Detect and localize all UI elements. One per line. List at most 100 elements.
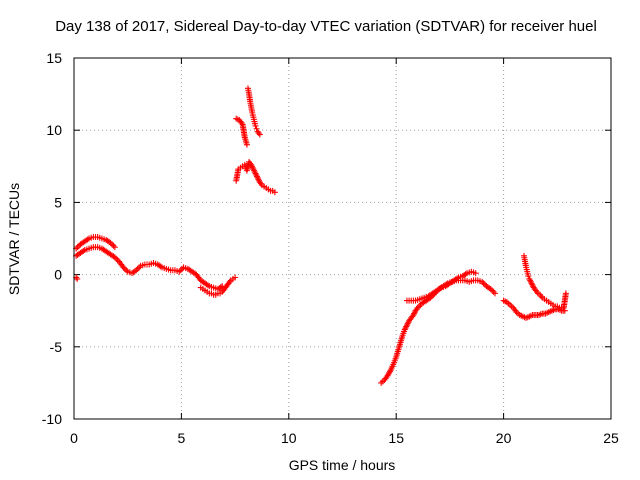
data-point — [401, 326, 408, 333]
data-point-fill — [490, 288, 497, 295]
data-point-fill — [74, 244, 81, 251]
series-arc1-lower — [73, 244, 226, 293]
data-point — [252, 122, 259, 129]
data-point-fill — [179, 265, 186, 272]
data-point-fill — [113, 255, 120, 262]
data-point — [120, 264, 127, 271]
data-point — [492, 290, 499, 297]
data-point-fill — [512, 307, 519, 314]
data-point-fill — [204, 282, 211, 289]
data-point-fill — [436, 285, 443, 292]
data-point-fill — [257, 180, 264, 187]
data-point-fill — [251, 167, 258, 174]
x-tick-label: 5 — [178, 430, 186, 446]
grid — [74, 58, 611, 419]
data-point — [403, 322, 410, 329]
data-point — [252, 170, 259, 177]
data-point-fill — [80, 248, 87, 255]
data-point-fill — [387, 368, 394, 375]
data-point — [256, 131, 263, 138]
data-point — [528, 280, 535, 287]
data-point-fill — [110, 242, 117, 249]
data-point-fill — [533, 288, 540, 295]
data-point-fill — [462, 271, 469, 278]
data-point — [414, 304, 421, 311]
data-point — [243, 141, 250, 148]
x-tick-label: 10 — [281, 430, 297, 446]
data-point-fill — [527, 277, 534, 284]
data-point-fill — [253, 173, 260, 180]
data-point-fill — [529, 281, 536, 288]
y-tick-label: -5 — [50, 339, 63, 355]
data-point — [271, 189, 278, 196]
y-tick-label: 5 — [54, 194, 62, 210]
data-point-fill — [238, 119, 245, 126]
data-point — [107, 239, 114, 246]
y-tick-label: 0 — [54, 267, 62, 283]
axis-ticks — [73, 57, 612, 420]
x-axis-label: GPS time / hours — [289, 457, 396, 473]
data-point-fill — [136, 264, 143, 271]
x-tick-label: 15 — [388, 430, 404, 446]
series-arc3-rise — [378, 277, 499, 386]
data-point-fill — [416, 303, 423, 310]
data-point — [525, 273, 532, 280]
data-point-fill — [134, 265, 141, 272]
data-point-fill — [249, 164, 256, 171]
data-point — [254, 174, 261, 181]
data-points — [73, 85, 569, 386]
data-point — [255, 130, 262, 137]
series-arc3-upper — [403, 268, 479, 304]
data-point-fill — [454, 275, 461, 282]
series-arc2-low — [233, 158, 278, 196]
data-point — [250, 166, 257, 173]
data-point-fill — [123, 267, 130, 274]
y-axis-label: SDTVAR / TECUs — [6, 183, 22, 295]
data-point-fill — [255, 176, 262, 183]
series-arc1-upper — [73, 234, 118, 252]
data-point — [479, 278, 486, 285]
data-point-fill — [251, 169, 258, 176]
data-point — [253, 125, 260, 132]
data-point — [74, 275, 81, 282]
data-point-fill — [527, 278, 534, 285]
data-point-fill — [489, 287, 496, 294]
data-point — [111, 254, 118, 261]
y-tick-labels: -10 -5 0 5 10 15 — [42, 50, 62, 427]
x-tick-label: 20 — [496, 430, 512, 446]
series-arc4-upper — [521, 252, 569, 311]
y-tick-label: 10 — [46, 122, 62, 138]
x-tick-label: 0 — [70, 430, 78, 446]
data-point-fill — [177, 267, 184, 274]
data-point-fill — [157, 263, 164, 270]
data-point-fill — [248, 163, 255, 170]
data-point — [562, 290, 569, 297]
data-point-fill — [404, 320, 411, 327]
data-point-fill — [226, 278, 233, 285]
data-point — [176, 268, 183, 275]
data-point — [472, 270, 479, 277]
data-point-fill — [253, 171, 260, 178]
data-point — [561, 307, 568, 314]
data-point — [248, 161, 255, 168]
data-point-fill — [480, 280, 487, 287]
data-point-fill — [121, 265, 128, 272]
data-point — [410, 312, 417, 319]
y-tick-label: 15 — [46, 50, 62, 66]
data-point-fill — [84, 236, 91, 243]
chart-title: Day 138 of 2017, Sidereal Day-to-day VTE… — [55, 18, 597, 35]
data-point — [111, 244, 118, 251]
data-point-fill — [403, 323, 410, 330]
plot-frame — [73, 57, 612, 420]
data-point-fill — [108, 241, 115, 248]
data-point — [133, 267, 140, 274]
data-point-fill — [402, 325, 409, 332]
x-tick-labels: 0 5 10 15 20 25 — [70, 430, 619, 446]
y-tick-label: -10 — [42, 411, 62, 427]
series-arc1-extra — [73, 274, 239, 298]
x-tick-label: 25 — [603, 430, 619, 446]
data-point-fill — [411, 310, 418, 317]
data-point — [232, 274, 239, 281]
series-arc2-high — [233, 85, 263, 148]
